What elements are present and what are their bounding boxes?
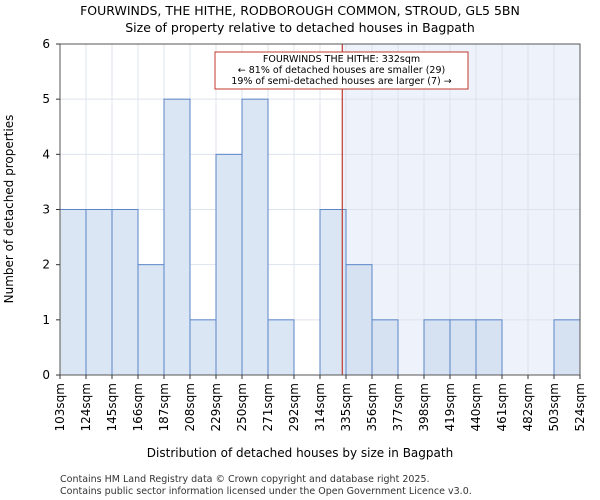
annotation-line-2: ← 81% of detached houses are smaller (29… <box>238 65 445 76</box>
bar <box>267 319 295 376</box>
x-axis-label: Distribution of detached houses by size … <box>147 446 453 460</box>
x-tick-label: 461sqm <box>495 383 509 431</box>
x-tick-label: 187sqm <box>157 383 171 431</box>
annotation-line-3: 19% of semi-detached houses are larger (… <box>231 76 451 87</box>
x-tick-label: 166sqm <box>131 383 145 431</box>
y-tick-label: 5 <box>42 92 50 106</box>
bar <box>241 98 269 376</box>
bar <box>449 319 477 376</box>
x-tick-label: 145sqm <box>105 383 119 431</box>
bar <box>163 98 191 376</box>
bar <box>59 209 87 376</box>
y-tick-label: 3 <box>42 203 50 217</box>
bar <box>371 319 399 376</box>
x-tick-label: 208sqm <box>183 383 197 431</box>
x-tick-label: 292sqm <box>287 383 301 431</box>
bar <box>215 153 243 376</box>
bar <box>345 264 373 376</box>
x-tick-label: 524sqm <box>573 383 587 431</box>
chart-title: FOURWINDS, THE HITHE, RODBOROUGH COMMON,… <box>80 3 520 18</box>
y-tick-label: 2 <box>42 258 50 272</box>
bar <box>319 209 347 376</box>
bar <box>423 319 451 376</box>
x-tick-label: 398sqm <box>417 383 431 431</box>
x-tick-label: 377sqm <box>391 383 405 431</box>
x-tick-label: 229sqm <box>209 383 223 431</box>
footer-line-1: Contains HM Land Registry data © Crown c… <box>60 474 430 485</box>
x-tick-label: 503sqm <box>547 383 561 431</box>
chart-subtitle: Size of property relative to detached ho… <box>125 20 475 35</box>
y-tick-label: 6 <box>42 37 50 51</box>
bar <box>553 319 581 376</box>
y-tick-label: 4 <box>42 147 50 161</box>
bar <box>189 319 217 376</box>
x-tick-label: 482sqm <box>521 383 535 431</box>
y-axis-label: Number of detached properties <box>2 115 16 304</box>
bar <box>475 319 503 376</box>
x-tick-label: 314sqm <box>313 383 327 431</box>
bar <box>137 264 165 376</box>
x-tick-label: 250sqm <box>235 383 249 431</box>
x-tick-label: 271sqm <box>261 383 275 431</box>
bar <box>111 209 139 376</box>
x-tick-label: 124sqm <box>79 383 93 431</box>
y-tick-label: 0 <box>42 368 50 382</box>
annotation-box <box>214 51 469 90</box>
x-tick-label: 103sqm <box>53 383 67 431</box>
bar <box>85 209 113 376</box>
x-tick-label: 419sqm <box>443 383 457 431</box>
x-tick-label: 356sqm <box>365 383 379 431</box>
footer-line-2: Contains public sector information licen… <box>60 486 472 497</box>
x-tick-label: 440sqm <box>469 383 483 431</box>
annotation-line-1: FOURWINDS THE HITHE: 332sqm <box>263 54 420 65</box>
y-tick-label: 1 <box>42 313 50 327</box>
x-tick-label: 335sqm <box>339 383 353 431</box>
plot-area: 0 1 2 3 4 5 6 103sqm 124sqm 145sqm 166sqm 187sqm 208… <box>42 37 587 431</box>
